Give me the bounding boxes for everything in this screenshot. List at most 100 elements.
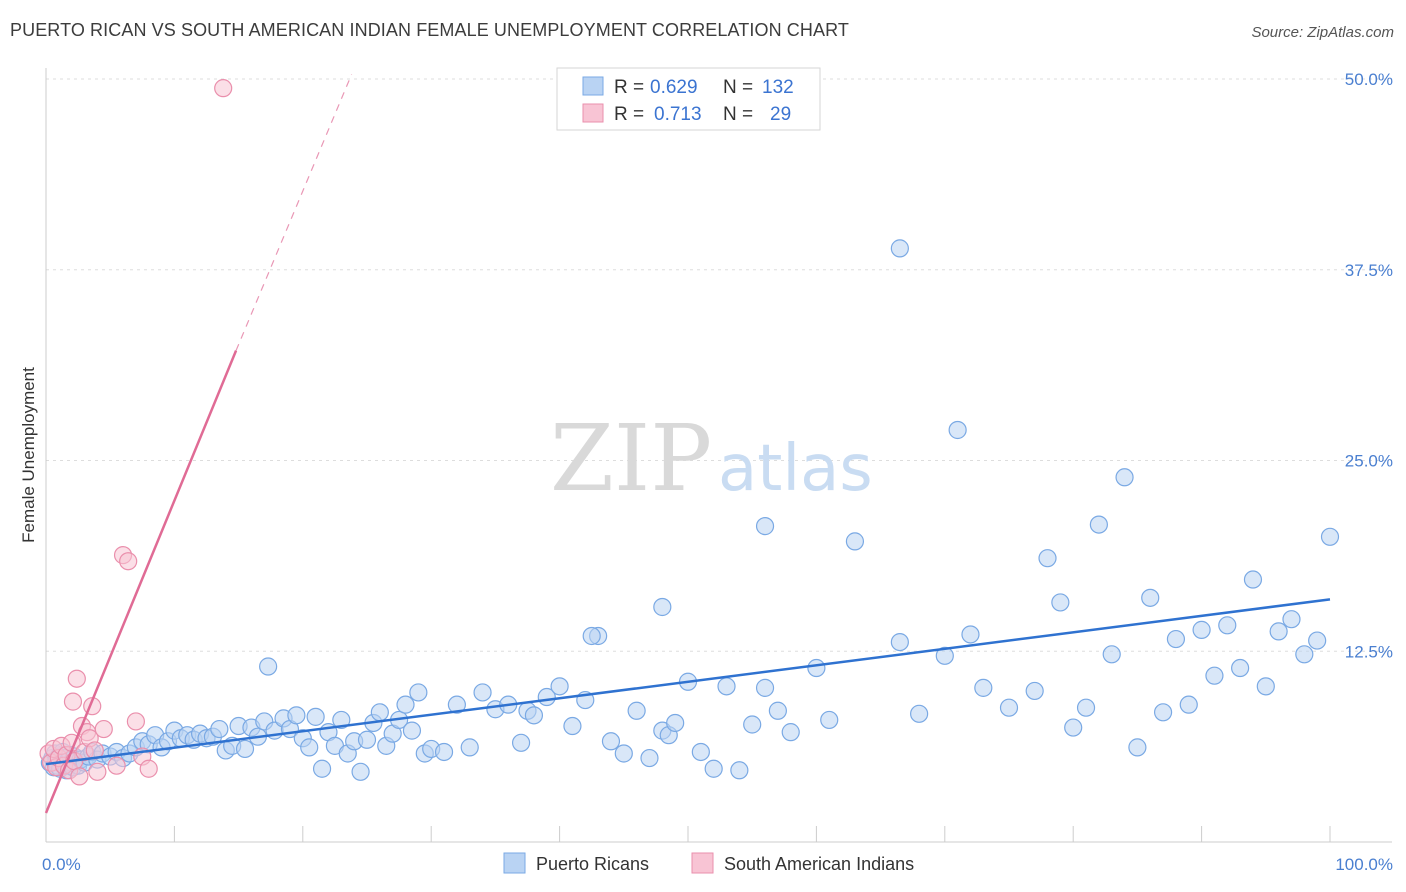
point-puerto-ricans-129	[1192, 620, 1211, 639]
point-puerto-ricans-69	[370, 703, 389, 722]
point-puerto-ricans-138	[1308, 631, 1327, 650]
point-puerto-ricans-137	[1295, 645, 1314, 664]
point-puerto-ricans-135	[1269, 622, 1288, 641]
legend-r-label-1: R =	[614, 77, 644, 98]
point-puerto-ricans-106	[768, 701, 787, 720]
point-puerto-ricans-128	[1179, 695, 1198, 714]
point-puerto-ricans-130	[1205, 666, 1224, 685]
trend-line-south-american-indians-extension	[235, 74, 353, 351]
trend-lines	[44, 74, 1331, 814]
point-puerto-ricans-144	[653, 597, 672, 617]
point-puerto-ricans-73	[396, 695, 415, 714]
x-tick-label-1: 100.0%	[1335, 855, 1393, 874]
point-puerto-ricans-108	[807, 658, 826, 678]
point-puerto-ricans-44	[210, 719, 229, 739]
point-south-american-indians-21	[107, 756, 126, 775]
axes	[45, 68, 1392, 843]
point-puerto-ricans-58	[300, 738, 319, 757]
point-puerto-ricans-133	[1243, 570, 1263, 589]
legend-r-label-2: R =	[614, 104, 644, 125]
legend-n-label-2: N =	[723, 104, 753, 125]
point-puerto-ricans-81	[473, 683, 492, 702]
legend-r-value-1: 0.629	[650, 77, 698, 98]
legend-swatch-blue	[582, 76, 604, 96]
point-puerto-ricans-126	[1153, 703, 1173, 722]
point-south-american-indians-23	[119, 552, 138, 571]
point-puerto-ricans-127	[1166, 629, 1186, 649]
point-puerto-ricans-52	[259, 657, 278, 676]
watermark-atlas: atlas	[718, 432, 873, 506]
correlation-legend: R = 0.629 N = 132 R = 0.713 N = 29	[556, 67, 821, 131]
point-puerto-ricans-112	[935, 646, 954, 665]
point-south-american-indians-19	[88, 762, 107, 781]
point-puerto-ricans-124	[1128, 738, 1147, 757]
point-puerto-ricans-141	[948, 420, 967, 440]
y-axis-label: Female Unemployment	[19, 367, 38, 543]
point-puerto-ricans-110	[890, 632, 909, 652]
y-tick-label-0: 12.5%	[1345, 642, 1393, 661]
point-puerto-ricans-95	[640, 748, 659, 768]
series-legend: Puerto Ricans South American Indians	[503, 852, 914, 874]
point-south-american-indians-12	[70, 767, 89, 786]
point-puerto-ricans-103	[730, 761, 749, 780]
point-puerto-ricans-123	[1115, 468, 1134, 487]
point-puerto-ricans-88	[550, 677, 569, 696]
point-puerto-ricans-101	[704, 759, 723, 778]
bottom-legend-south-american-indians: South American Indians	[724, 854, 914, 874]
watermark-zip: ZIP	[550, 405, 712, 512]
trend-line-puerto-ricans	[45, 598, 1331, 766]
grid-lines	[46, 78, 1392, 652]
y-tick-label-1: 25.0%	[1345, 452, 1393, 471]
point-puerto-ricans-139	[1320, 527, 1340, 546]
point-puerto-ricans-120	[1076, 698, 1096, 717]
legend-r-value-2: 0.713	[654, 104, 702, 125]
point-puerto-ricans-67	[357, 730, 377, 749]
point-puerto-ricans-145	[582, 626, 601, 646]
point-puerto-ricans-115	[999, 698, 1019, 717]
point-puerto-ricans-100	[691, 742, 710, 762]
y-tick-labels: 12.5% 25.0% 37.5% 50.0%	[1345, 70, 1393, 661]
bottom-legend-puerto-ricans: Puerto Ricans	[536, 854, 649, 874]
point-puerto-ricans-80	[460, 738, 479, 757]
point-puerto-ricans-143	[755, 517, 775, 536]
x-tick-label-0: 0.0%	[42, 855, 81, 874]
point-south-american-indians-24	[126, 712, 145, 731]
point-puerto-ricans-98	[666, 713, 685, 733]
point-puerto-ricans-84	[511, 733, 531, 752]
legend-swatch-pink	[582, 103, 604, 123]
point-puerto-ricans-136	[1282, 610, 1301, 629]
point-puerto-ricans-119	[1064, 718, 1083, 737]
x-tick-labels: 0.0% 100.0%	[42, 855, 1393, 874]
point-puerto-ricans-131	[1218, 616, 1237, 635]
point-puerto-ricans-63	[332, 710, 351, 730]
point-puerto-ricans-75	[409, 683, 428, 702]
point-puerto-ricans-92	[601, 732, 621, 751]
point-puerto-ricans-117	[1038, 549, 1057, 568]
point-puerto-ricans-60	[312, 759, 332, 778]
point-puerto-ricans-93	[614, 744, 633, 763]
point-puerto-ricans-102	[717, 677, 736, 696]
point-south-american-indians-27	[63, 692, 83, 711]
point-puerto-ricans-121	[1089, 515, 1108, 534]
point-puerto-ricans-107	[781, 723, 800, 742]
trend-line-south-american-indians	[44, 350, 238, 814]
point-puerto-ricans-116	[1025, 681, 1044, 701]
point-puerto-ricans-118	[1051, 593, 1070, 612]
chart-title: PUERTO RICAN VS SOUTH AMERICAN INDIAN FE…	[10, 20, 849, 40]
point-puerto-ricans-86	[524, 706, 544, 725]
point-puerto-ricans-104	[743, 715, 762, 734]
point-puerto-ricans-48	[235, 739, 255, 759]
point-south-american-indians-11	[67, 669, 86, 688]
point-puerto-ricans-142	[845, 532, 865, 551]
point-puerto-ricans-125	[1141, 588, 1160, 607]
point-puerto-ricans-134	[1256, 677, 1275, 696]
point-puerto-ricans-78	[434, 742, 454, 762]
point-puerto-ricans-140	[890, 239, 909, 258]
point-puerto-ricans-74	[402, 721, 422, 740]
y-tick-label-2: 37.5%	[1345, 261, 1393, 280]
legend-n-label-1: N =	[723, 77, 753, 98]
point-puerto-ricans-89	[563, 716, 582, 736]
legend-n-value-2: 29	[770, 104, 791, 125]
source-label: Source: ZipAtlas.com	[1251, 24, 1394, 41]
